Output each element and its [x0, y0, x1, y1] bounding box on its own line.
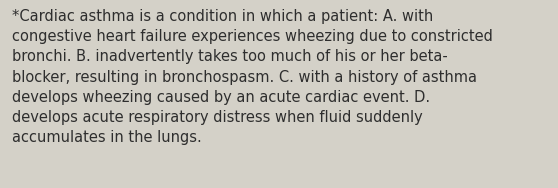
Text: *Cardiac asthma is a condition in which a patient: A. with
congestive heart fail: *Cardiac asthma is a condition in which …: [12, 9, 493, 145]
